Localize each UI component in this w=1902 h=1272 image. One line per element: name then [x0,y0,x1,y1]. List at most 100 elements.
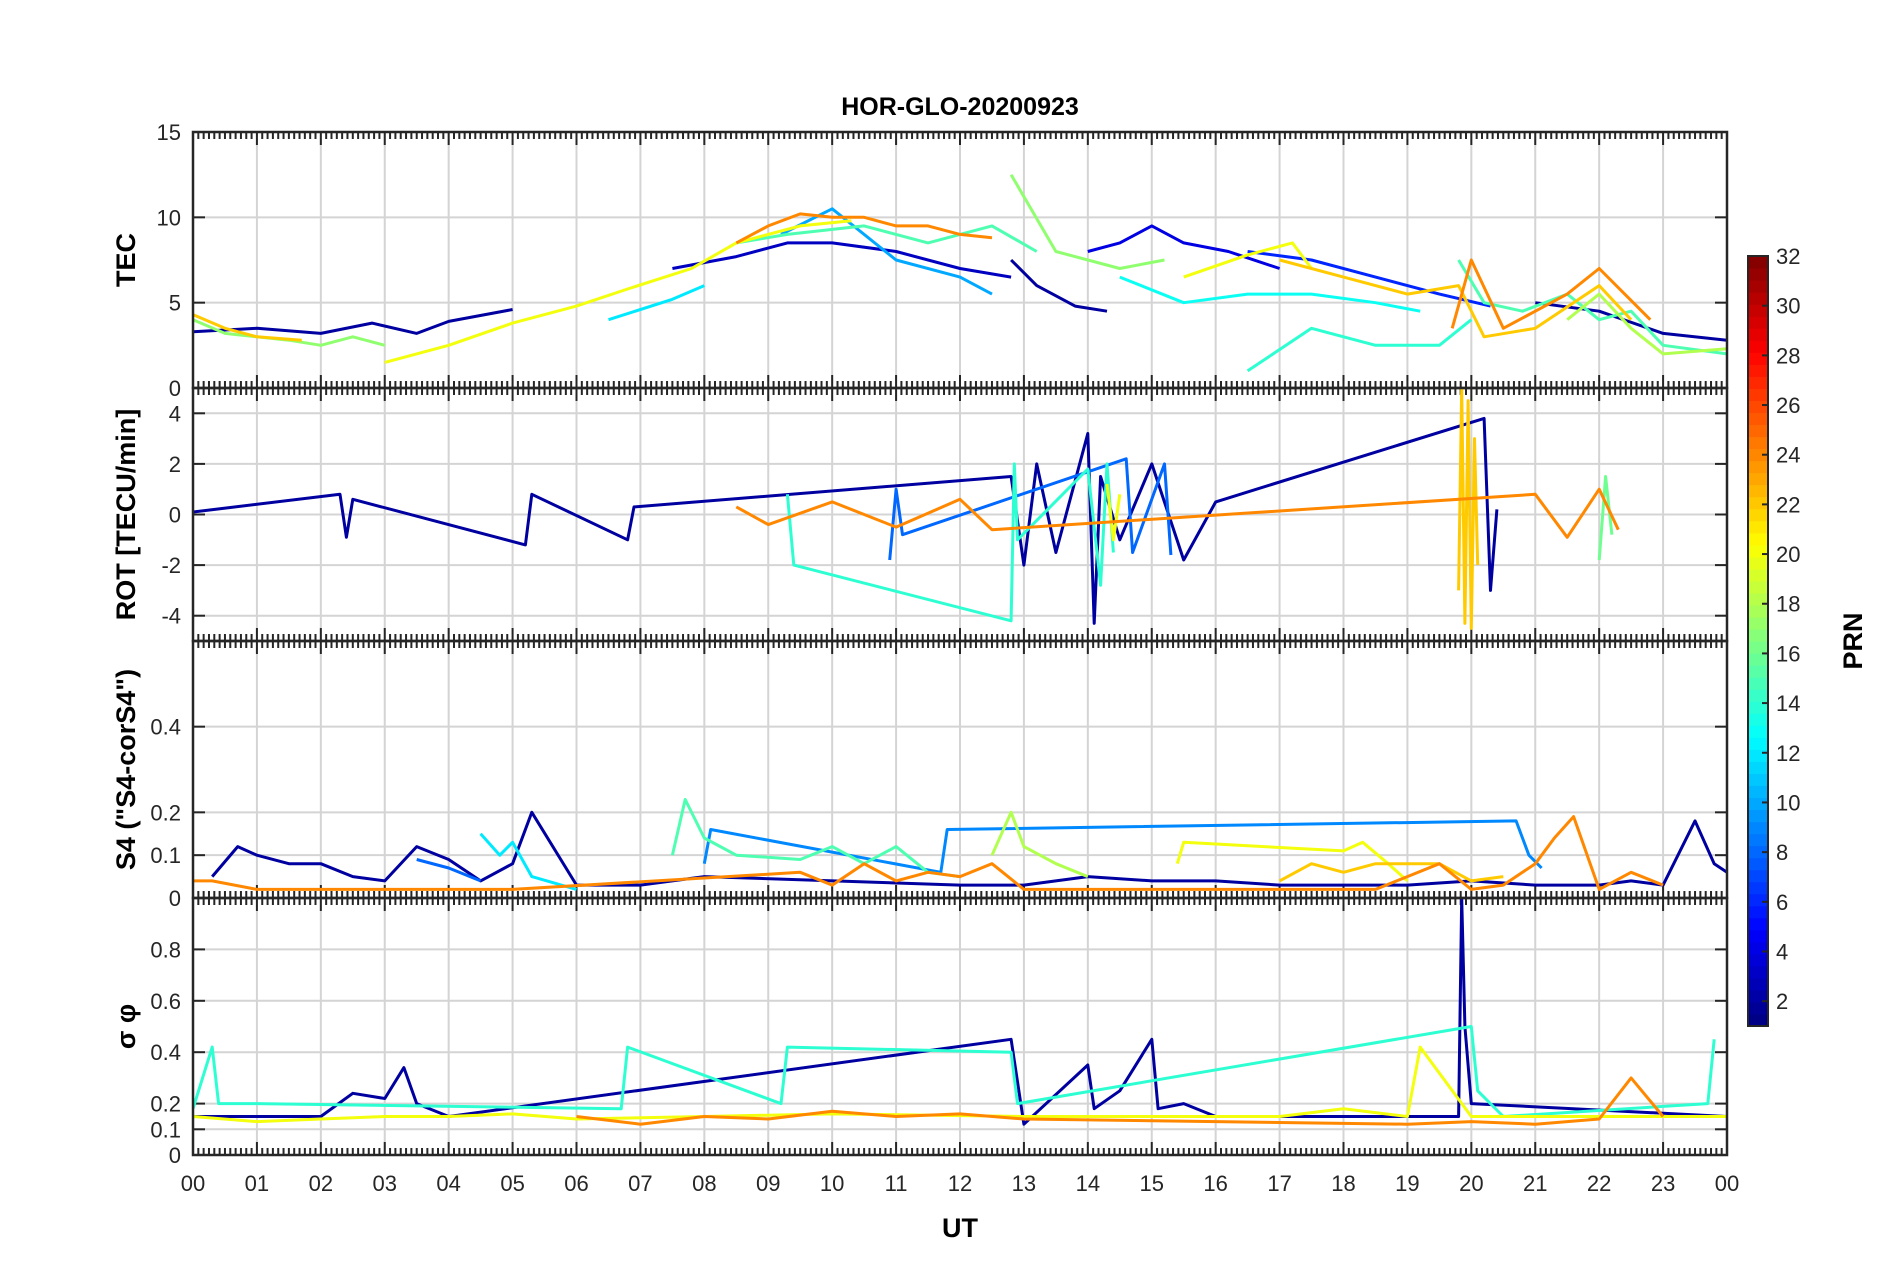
colorbar-segment [1748,532,1768,546]
series-prn-24 [735,212,993,245]
colorbar-segment [1748,689,1768,702]
colorbar-segment [1748,821,1768,835]
colorbar-segment [1748,544,1768,558]
colorbar-tick-label: 12 [1776,741,1800,766]
series-prn-2 [193,898,1727,1126]
colorbar-tick-label: 8 [1776,840,1788,865]
y-tick-label: 0 [169,886,181,911]
x-tick-label: 19 [1395,1171,1419,1196]
colorbar-segment [1748,893,1768,907]
colorbar-segment [1748,460,1768,474]
series-prn-2 [193,416,1499,625]
series-prn-22 [1457,388,1480,630]
colorbar-segment [1748,556,1768,570]
axes-frame [191,896,1729,1157]
colorbar-segment [1748,833,1768,847]
x-tick-label: 03 [373,1171,397,1196]
series-prn-20 [1105,483,1122,542]
series-prn-8 [888,457,1173,561]
colorbar-segment [1748,929,1768,943]
colorbar-segment [1748,388,1768,401]
colorbar-segment [1748,484,1768,498]
colorbar-segment [1748,665,1768,678]
x-tick-label: 05 [500,1171,524,1196]
x-tick-label: 18 [1331,1171,1355,1196]
x-tick-label: 14 [1076,1171,1100,1196]
colorbar-segment [1748,256,1768,269]
x-tick-label: 15 [1140,1171,1164,1196]
colorbar-segment [1748,268,1768,281]
y-tick-label: 0.8 [150,937,181,962]
colorbar-segment [1748,845,1768,859]
colorbar-segment [1748,604,1768,618]
series-prn-16 [1597,475,1614,561]
colorbar-segment [1748,917,1768,931]
colorbar-segment [1748,328,1768,341]
y-tick-label: 0.1 [150,1117,181,1142]
colorbar-frame [1747,255,1769,1027]
colorbar-tick-label: 4 [1776,939,1788,964]
series-prn-18 [1566,292,1727,356]
colorbar-tick-label: 18 [1776,592,1800,617]
colorbar-tick-label: 28 [1776,343,1800,368]
x-tick-label: 23 [1651,1171,1675,1196]
colorbar-segment [1748,304,1768,317]
colorbar-segment [1748,737,1768,750]
colorbar-segment [1748,785,1768,799]
colorbar-tick-label: 2 [1776,989,1788,1014]
colorbar-segment [1748,448,1768,462]
series-prn-20 [1175,840,1409,883]
y-tick-label: 0 [169,1143,181,1168]
x-tick-label: 16 [1203,1171,1227,1196]
y-tick-label: 5 [169,291,181,316]
x-tick-label: 11 [885,1171,908,1196]
colorbar-segment [1748,905,1768,919]
y-tick-label: -4 [161,604,181,629]
series-prn-6 [1247,250,1491,308]
series-prn-24 [735,487,1620,539]
y-tick-label: 0.2 [150,800,181,825]
colorbar-segment [1748,280,1768,293]
colorbar-segment [1748,340,1768,353]
x-tick-label: 13 [1012,1171,1036,1196]
y-tick-label: 0.6 [150,989,181,1014]
series-prn-8 [416,858,482,883]
colorbar-segment [1748,881,1768,895]
series-prn-24 [1450,258,1652,330]
series-prn-17 [193,318,386,347]
series-prn-20 [193,1045,1727,1124]
colorbar-segment [1748,977,1768,991]
y-tick-label: 0.4 [150,715,181,740]
y-tick-label: -2 [161,553,181,578]
colorbar-tick-label: 30 [1776,294,1800,319]
y-axis-label: ROT [TECU/min] [111,409,141,620]
series-prn-24 [576,1076,1665,1126]
colorbar-segment [1748,508,1768,522]
series-prn-20 [384,219,852,364]
series-prn-17 [1009,173,1165,270]
colorbar-tick-label: 6 [1776,890,1788,915]
y-axis-label: TEC [111,233,141,287]
x-tick-label: 09 [756,1171,780,1196]
y-tick-label: 4 [169,401,181,426]
colorbar-tick-label: 32 [1776,244,1800,269]
series-prn-22 [1279,258,1633,339]
y-tick-label: 0.2 [150,1092,181,1117]
colorbar-tick-label: 24 [1776,443,1800,468]
colorbar-segment [1748,773,1768,786]
colorbar-segment [1748,364,1768,377]
series-prn-15 [736,224,1038,253]
y-axis-label: σ φ [111,1004,141,1049]
colorbar-segment [1748,749,1768,762]
colorbar-tick-label: 16 [1776,641,1800,666]
series-prn-14 [193,1025,1716,1118]
series-prn-18 [990,810,1089,878]
y-axis-label: S4 ("S4-corS4") [111,669,141,870]
colorbar-segment [1748,436,1768,450]
colorbar-segment [1748,809,1768,823]
x-tick-label: 01 [245,1171,269,1196]
x-tick-label: 10 [820,1171,844,1196]
